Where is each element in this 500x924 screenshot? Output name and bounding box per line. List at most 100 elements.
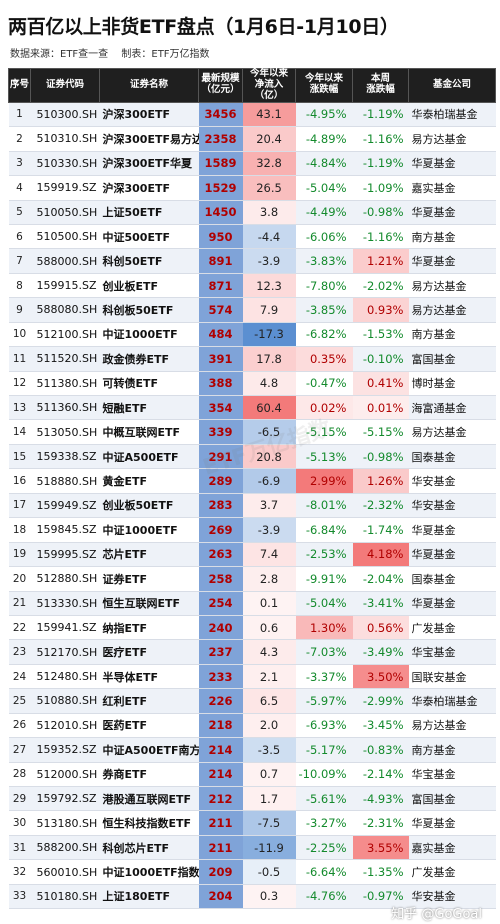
security-name: 半导体ETF (99, 664, 199, 690)
scale-value: 484 (198, 322, 243, 348)
ytd-change: -6.84% (295, 517, 353, 543)
week-change: -1.16% (352, 224, 409, 250)
net-inflow: 20.4 (242, 126, 296, 152)
net-inflow: 7.4 (242, 542, 296, 568)
scale-value: 289 (198, 468, 243, 494)
net-inflow: 1.7 (242, 786, 296, 812)
scale-value: 240 (198, 615, 243, 641)
row-index: 21 (8, 591, 31, 616)
security-name: 沪深300ETF (99, 102, 199, 128)
security-code: 510330.SH (30, 151, 100, 177)
fund-company: 海富通基金 (408, 395, 496, 421)
scale-value: 1529 (198, 175, 243, 201)
week-change: 1.26% (352, 468, 409, 494)
fund-company: 易方达基金 (408, 419, 496, 445)
ytd-change: -4.89% (295, 126, 353, 152)
security-name: 可转债ETF (99, 371, 199, 397)
ytd-change: -5.13% (295, 444, 353, 470)
scale-value: 269 (198, 517, 243, 543)
fund-company: 华夏基金 (408, 810, 496, 836)
security-code: 588000.SH (30, 248, 100, 274)
net-inflow: -6.9 (242, 468, 296, 494)
security-name: 券商ETF (99, 762, 199, 788)
security-name: 恒生互联网ETF (99, 591, 199, 616)
row-index: 7 (8, 248, 31, 274)
table-row: 2 510310.SH 沪深300ETF易方达 2358 20.4 -4.89% -1.16… (8, 126, 496, 152)
table-body: 1 510300.SH 沪深300ETF 3456 43.1 -4.95% -1.19% 华泰… (8, 102, 496, 910)
security-code: 159919.SZ (30, 175, 100, 201)
fund-company: 华夏基金 (408, 542, 496, 568)
row-index: 2 (8, 126, 31, 152)
net-inflow: 20.8 (242, 444, 296, 470)
data-source: 数据来源：ETF查一查 (10, 49, 109, 60)
security-code: 510880.SH (30, 688, 100, 714)
scale-value: 233 (198, 664, 243, 690)
scale-value: 237 (198, 639, 243, 665)
week-change: 0.56% (352, 615, 409, 641)
fund-company: 易方达基金 (408, 297, 496, 323)
security-name: 芯片ETF (99, 542, 199, 568)
fund-company: 博时基金 (408, 371, 496, 397)
security-code: 588200.SH (30, 835, 100, 861)
net-inflow: 7.9 (242, 297, 296, 323)
net-inflow: -3.9 (242, 517, 296, 543)
fund-company: 易方达基金 (408, 273, 496, 299)
table-row: 6 510500.SH 中证500ETF 950 -4.4 -6.06% -1.16% 南方基… (8, 224, 496, 250)
header-flow: 今年以来 净流入（亿） (242, 68, 296, 103)
net-inflow: -7.5 (242, 810, 296, 836)
row-index: 16 (8, 468, 31, 494)
scale-value: 211 (198, 835, 243, 861)
security-code: 512010.SH (30, 713, 100, 739)
header-code: 证券代码 (30, 68, 100, 103)
row-index: 20 (8, 566, 31, 592)
fund-company: 华泰柏瑞基金 (408, 102, 496, 128)
security-code: 159338.SZ (30, 444, 100, 470)
header-scale: 最新规模 （亿元） (198, 68, 243, 103)
week-change: -5.15% (352, 419, 409, 445)
week-change: -0.83% (352, 737, 409, 763)
table-row: 1 510300.SH 沪深300ETF 3456 43.1 -4.95% -1.19% 华泰… (8, 102, 496, 128)
table-row: 32 560010.SH 中证1000ETF指数 209 -0.5 -6.64% -1.35… (8, 859, 496, 885)
week-change: 0.93% (352, 297, 409, 323)
week-change: -0.10% (352, 346, 409, 372)
row-index: 5 (8, 200, 31, 225)
header-index: 序号 (8, 68, 31, 103)
row-index: 15 (8, 444, 31, 470)
security-name: 短融ETF (99, 395, 199, 421)
security-name: 创业板50ETF (99, 493, 199, 519)
security-code: 511380.SH (30, 371, 100, 397)
week-change: -0.98% (352, 200, 409, 225)
table-row: 23 512170.SH 医疗ETF 237 4.3 -7.03% -3.49% 华宝基金 (8, 639, 496, 665)
net-inflow: -11.9 (242, 835, 296, 861)
header-week: 本周 涨跌幅 (352, 68, 409, 103)
scale-value: 2358 (198, 126, 243, 152)
row-index: 27 (8, 737, 31, 763)
scale-value: 258 (198, 566, 243, 592)
table-row: 8 159915.SZ 创业板ETF 871 12.3 -7.80% -2.02% 易方达基金 (8, 273, 496, 299)
ytd-change: 0.35% (295, 346, 353, 372)
table-row: 30 513180.SH 恒生科技指数ETF 211 -7.5 -3.27% -2.31% 华… (8, 810, 496, 836)
scale-value: 391 (198, 346, 243, 372)
security-code: 513330.SH (30, 591, 100, 616)
fund-company: 南方基金 (408, 224, 496, 250)
table-row: 16 518880.SH 黄金ETF 289 -6.9 2.99% 1.26% 华安基金 (8, 468, 496, 494)
ytd-change: -6.64% (295, 859, 353, 885)
week-change: -2.31% (352, 810, 409, 836)
security-code: 159949.SZ (30, 493, 100, 519)
ytd-change: -4.84% (295, 151, 353, 177)
table-row: 20 512880.SH 证券ETF 258 2.8 -9.91% -2.04% 国泰基金 (8, 566, 496, 592)
table-maker: 制表：ETF万亿指数 (121, 49, 210, 60)
security-name: 中概互联网ETF (99, 419, 199, 445)
security-name: 纳指ETF (99, 615, 199, 641)
row-index: 23 (8, 639, 31, 665)
security-code: 512170.SH (30, 639, 100, 665)
security-code: 159995.SZ (30, 542, 100, 568)
security-name: 科创50ETF (99, 248, 199, 274)
row-index: 9 (8, 297, 31, 323)
security-name: 医药ETF (99, 713, 199, 739)
table-row: 4 159919.SZ 沪深300ETF 1529 26.5 -5.04% -1.09% 嘉实… (8, 175, 496, 201)
week-change: -2.32% (352, 493, 409, 519)
security-code: 518880.SH (30, 468, 100, 494)
security-code: 513050.SH (30, 419, 100, 445)
security-code: 510050.SH (30, 200, 100, 225)
